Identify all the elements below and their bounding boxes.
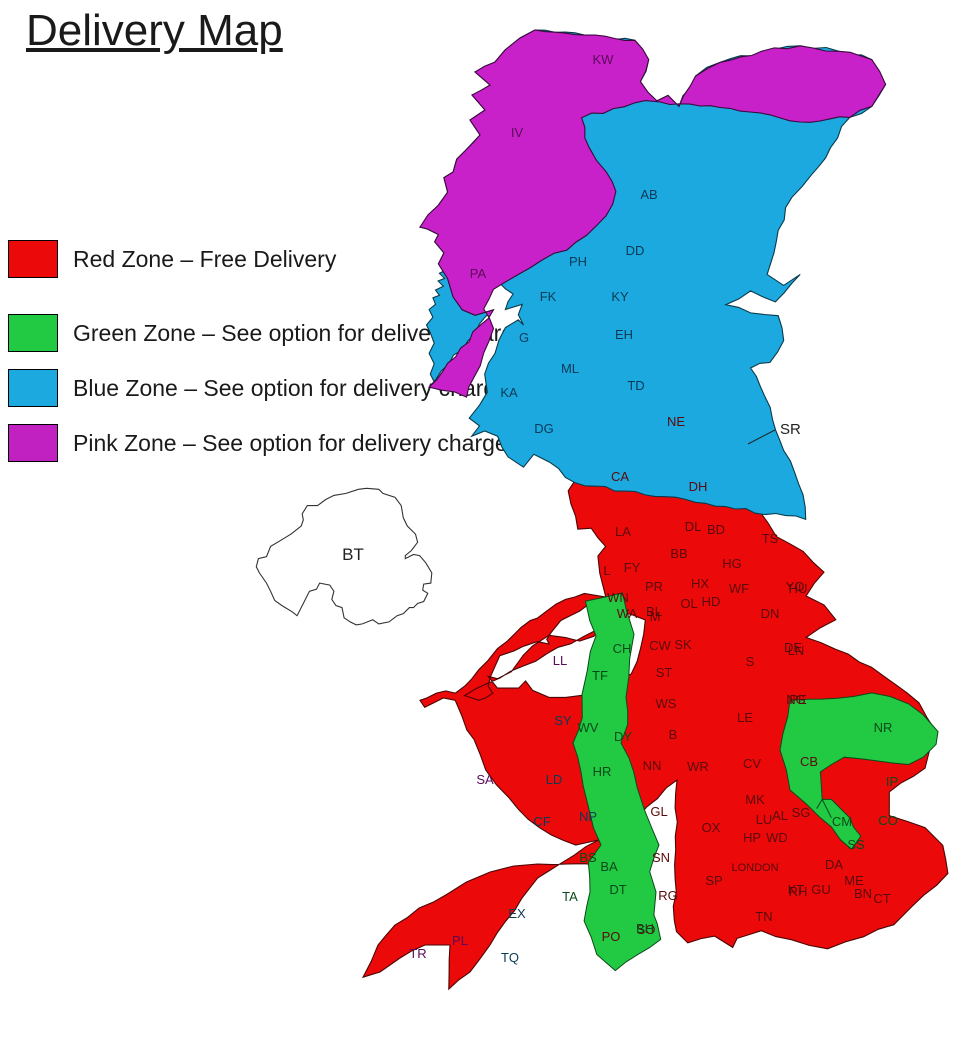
svg-text:PE: PE: [789, 692, 807, 707]
svg-text:G: G: [519, 330, 529, 345]
svg-text:M: M: [650, 609, 661, 624]
svg-text:IP: IP: [886, 774, 898, 789]
svg-text:S: S: [746, 654, 755, 669]
svg-text:LU: LU: [756, 812, 773, 827]
svg-text:HD: HD: [702, 594, 721, 609]
svg-text:PL: PL: [452, 933, 468, 948]
svg-text:BH: BH: [636, 921, 654, 936]
svg-text:KW: KW: [593, 52, 615, 67]
svg-text:ML: ML: [561, 361, 579, 376]
svg-text:GL: GL: [650, 804, 667, 819]
svg-text:SG: SG: [792, 805, 811, 820]
svg-text:DL: DL: [685, 519, 702, 534]
svg-text:CF: CF: [533, 814, 550, 829]
svg-text:OX: OX: [702, 820, 721, 835]
svg-text:SY: SY: [554, 713, 572, 728]
svg-text:LONDON: LONDON: [731, 862, 778, 874]
svg-text:WS: WS: [656, 696, 677, 711]
svg-text:LL: LL: [553, 653, 567, 668]
svg-text:LD: LD: [546, 772, 563, 787]
svg-text:SR: SR: [780, 421, 801, 438]
svg-text:NE: NE: [667, 414, 685, 429]
svg-text:DN: DN: [761, 606, 780, 621]
svg-text:DT: DT: [609, 882, 626, 897]
svg-text:DY: DY: [614, 729, 632, 744]
svg-text:TR: TR: [409, 946, 426, 961]
svg-text:BS: BS: [579, 850, 597, 865]
svg-text:KA: KA: [500, 385, 518, 400]
svg-text:SN: SN: [652, 850, 670, 865]
svg-text:WR: WR: [687, 759, 709, 774]
svg-text:WV: WV: [578, 720, 599, 735]
svg-text:DD: DD: [626, 243, 645, 258]
svg-text:TF: TF: [592, 668, 608, 683]
svg-text:NR: NR: [874, 720, 893, 735]
svg-text:CT: CT: [873, 891, 890, 906]
svg-text:DA: DA: [825, 857, 843, 872]
svg-text:NP: NP: [579, 809, 597, 824]
svg-text:WA: WA: [617, 606, 638, 621]
svg-text:RH: RH: [789, 884, 808, 899]
svg-text:SA: SA: [476, 772, 494, 787]
svg-text:PA: PA: [470, 266, 487, 281]
svg-text:CM: CM: [832, 814, 852, 829]
svg-text:L: L: [603, 563, 610, 578]
svg-text:RG: RG: [658, 888, 678, 903]
svg-text:TN: TN: [755, 909, 772, 924]
svg-text:MK: MK: [745, 792, 765, 807]
svg-text:IV: IV: [511, 125, 524, 140]
svg-text:LN: LN: [788, 643, 805, 658]
svg-text:SP: SP: [705, 873, 722, 888]
svg-text:DH: DH: [689, 479, 708, 494]
svg-text:HG: HG: [722, 556, 742, 571]
svg-text:DG: DG: [534, 421, 554, 436]
svg-text:TS: TS: [762, 531, 779, 546]
svg-text:CH: CH: [613, 641, 632, 656]
svg-text:AL: AL: [772, 808, 788, 823]
svg-text:LE: LE: [737, 710, 753, 725]
svg-text:OL: OL: [680, 596, 697, 611]
svg-text:BN: BN: [854, 886, 872, 901]
svg-text:PH: PH: [569, 254, 587, 269]
svg-text:ST: ST: [656, 665, 673, 680]
svg-text:BA: BA: [600, 859, 618, 874]
svg-text:CB: CB: [800, 754, 818, 769]
svg-text:AB: AB: [640, 187, 657, 202]
svg-text:FK: FK: [540, 289, 557, 304]
svg-text:GU: GU: [811, 882, 831, 897]
svg-text:CV: CV: [743, 756, 761, 771]
svg-text:PR: PR: [645, 579, 663, 594]
svg-text:BT: BT: [342, 545, 364, 564]
svg-text:HX: HX: [691, 576, 709, 591]
svg-text:KY: KY: [611, 289, 629, 304]
svg-text:BD: BD: [707, 522, 725, 537]
svg-text:HU: HU: [789, 581, 808, 596]
svg-text:WF: WF: [729, 581, 749, 596]
svg-text:SS: SS: [847, 837, 865, 852]
svg-text:EH: EH: [615, 327, 633, 342]
svg-text:WN: WN: [607, 590, 629, 605]
svg-text:CO: CO: [878, 813, 898, 828]
svg-text:CA: CA: [611, 469, 629, 484]
svg-text:BB: BB: [670, 546, 687, 561]
svg-text:B: B: [669, 727, 678, 742]
svg-text:FY: FY: [624, 560, 641, 575]
svg-text:LA: LA: [615, 524, 631, 539]
svg-text:NN: NN: [643, 758, 662, 773]
svg-text:TA: TA: [562, 889, 578, 904]
svg-text:TD: TD: [627, 378, 644, 393]
svg-text:SK: SK: [674, 637, 692, 652]
svg-text:CW: CW: [649, 638, 671, 653]
svg-text:EX: EX: [508, 906, 526, 921]
svg-text:TQ: TQ: [501, 950, 519, 965]
svg-text:HP: HP: [743, 830, 761, 845]
svg-text:WD: WD: [766, 830, 788, 845]
svg-text:PO: PO: [602, 929, 621, 944]
svg-text:HR: HR: [593, 764, 612, 779]
